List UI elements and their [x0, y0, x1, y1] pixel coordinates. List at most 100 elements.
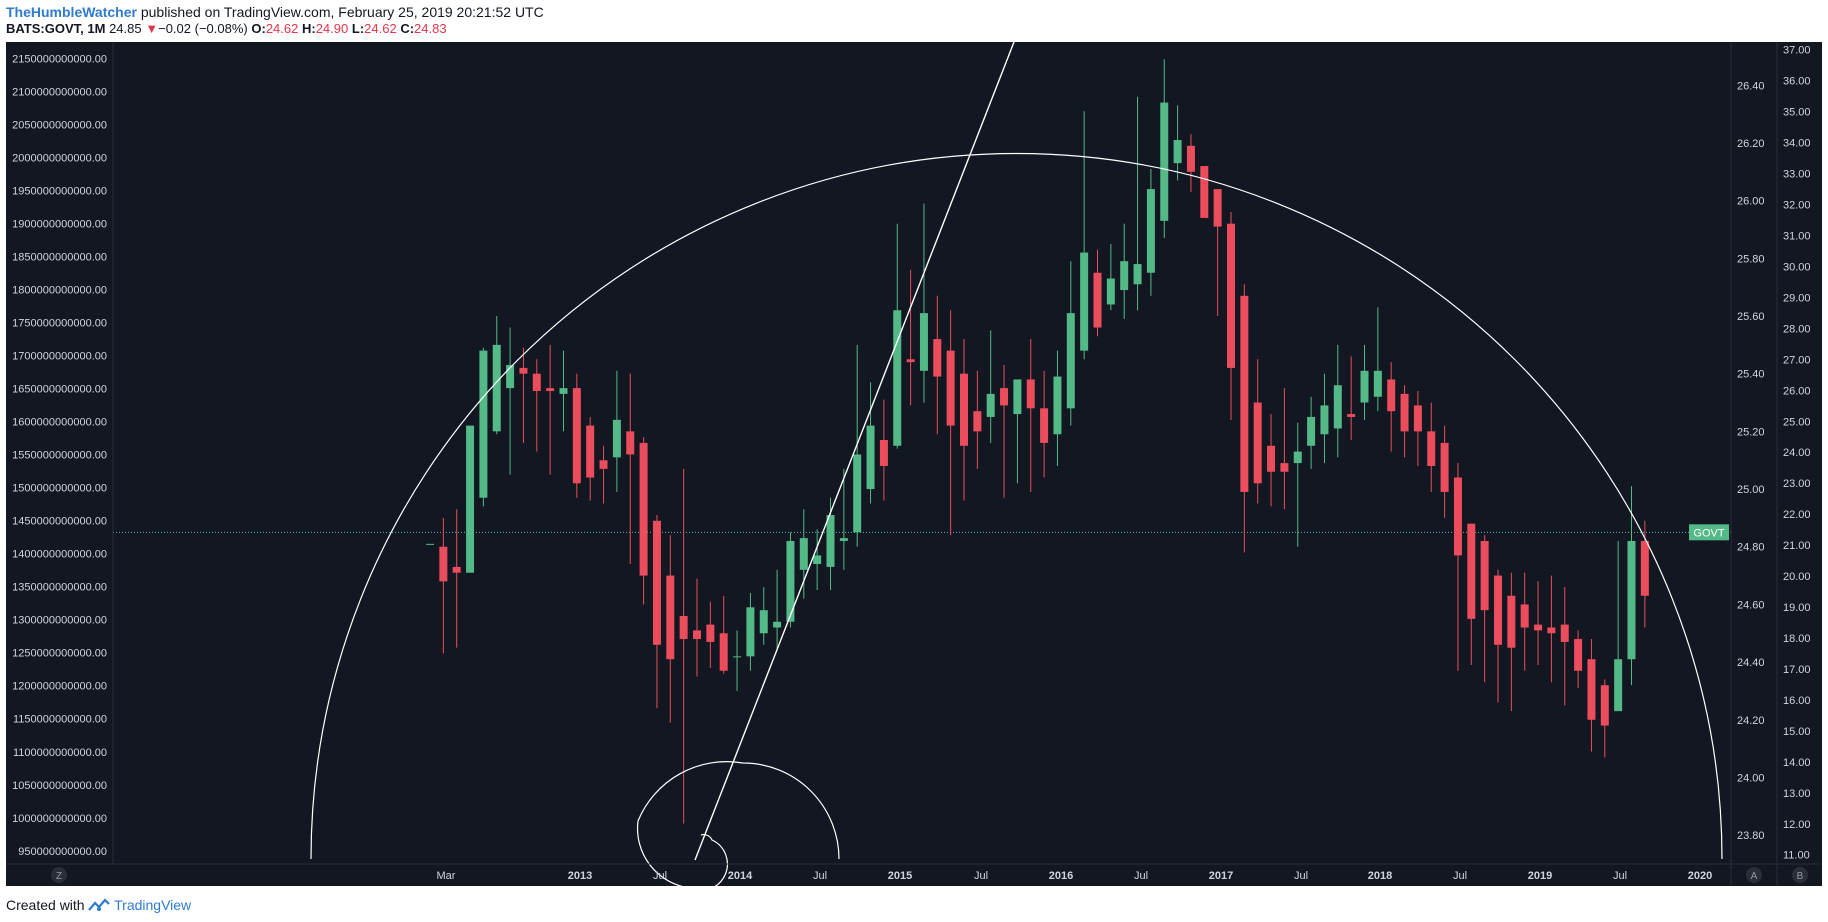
candle: [1173, 105, 1182, 181]
candle: [839, 468, 848, 570]
secondary-axis-tick-label: 13.00: [1783, 788, 1811, 800]
time-axis-tick-label: Mar: [437, 870, 456, 882]
time-axis-tick-label: Jul: [974, 870, 988, 882]
secondary-axis-tick-label: 20.00: [1783, 571, 1811, 583]
z-button[interactable]: [51, 867, 67, 883]
candle-body: [1547, 627, 1556, 634]
candle: [519, 347, 528, 443]
plot-pane[interactable]: [113, 59, 1731, 824]
chart-container[interactable]: 2150000000000.00 2100000000000.00 20500000…: [6, 41, 1822, 891]
candle-body: [706, 624, 715, 642]
candle-body: [986, 393, 995, 417]
candle-body: [1373, 370, 1382, 397]
candle: [986, 330, 995, 443]
candle-body: [1534, 624, 1543, 631]
a-button[interactable]: [1746, 867, 1762, 883]
down-arrow-icon: ▼: [145, 21, 159, 36]
candle-body: [452, 566, 461, 573]
candle-body: [1520, 604, 1529, 628]
candle-body: [1560, 624, 1569, 642]
price-axis-tick-label: 25.00: [1737, 484, 1765, 496]
candle-body: [559, 388, 568, 394]
candle-body: [1347, 414, 1356, 417]
candle-body: [1000, 388, 1009, 406]
left-axis-tick-label: 2000000000000.00: [12, 153, 107, 165]
axis-buttons: Z A B: [51, 867, 1808, 883]
candle-body: [1173, 140, 1182, 164]
left-axis-tick-label: 2150000000000.00: [12, 54, 107, 66]
candle-body: [1267, 445, 1276, 472]
candle-body: [813, 555, 822, 565]
fibonacci-drawings[interactable]: [310, 41, 1723, 891]
candle: [746, 592, 755, 671]
candle-body: [906, 359, 915, 363]
candle-body: [1253, 402, 1262, 484]
left-axis[interactable]: 2150000000000.00 2100000000000.00 20500000…: [12, 54, 107, 858]
time-axis-tick-label: 2016: [1049, 870, 1073, 882]
candle-body: [1360, 370, 1369, 403]
candle: [1600, 679, 1609, 758]
left-axis-tick-label: 1700000000000.00: [12, 351, 107, 363]
secondary-axis-tick-label: 21.00: [1783, 540, 1811, 552]
tradingview-link[interactable]: TradingView: [114, 897, 192, 913]
publish-line: TheHumbleWatcher published on TradingVie…: [6, 4, 544, 20]
price-axis-tick-label: 26.00: [1737, 196, 1765, 208]
candle: [1013, 379, 1022, 484]
candle: [506, 327, 515, 475]
price-axis-tick-label: 26.20: [1737, 138, 1765, 150]
price-axis-tick-label: 26.40: [1737, 80, 1765, 92]
time-axis-tick-label: Jul: [653, 870, 667, 882]
candle: [639, 437, 648, 605]
candle: [532, 359, 541, 452]
published-text: published on TradingView.com, February 2…: [140, 4, 544, 20]
left-axis-tick-label: 1500000000000.00: [12, 483, 107, 495]
candle-body: [866, 425, 875, 490]
candle: [612, 370, 621, 492]
last-price-tag: GOVT: [1689, 524, 1729, 541]
candle-body: [1320, 405, 1329, 435]
candle-body: [1333, 385, 1342, 429]
candle: [1186, 134, 1195, 192]
candle: [559, 350, 568, 432]
secondary-axis-tick-label: 18.00: [1783, 633, 1811, 645]
candle: [919, 203, 928, 403]
fib-arc-large[interactable]: [310, 152, 1723, 860]
fib-trend-line[interactable]: [694, 41, 1015, 861]
candle: [1547, 575, 1556, 683]
secondary-axis-tick-label: 35.00: [1783, 107, 1811, 119]
candle-body: [1227, 223, 1235, 368]
ohlc-legend: BATS:GOVT, 1M 24.85 ▼−0.02 (−0.08%) O:24…: [6, 21, 447, 36]
secondary-axis-tick-label: 37.00: [1783, 45, 1811, 57]
candle: [1480, 535, 1489, 683]
candle: [1467, 523, 1476, 665]
candle-body: [1106, 278, 1115, 305]
price-axis[interactable]: 26.40 26.20 26.00 25.80 25.60 25.40 25.20 25.00…: [1689, 80, 1765, 842]
candle: [1267, 414, 1276, 507]
fib-spiral[interactable]: [636, 761, 840, 891]
price-axis-tick-label: 24.60: [1737, 599, 1765, 611]
left-axis-tick-label: 1600000000000.00: [12, 417, 107, 429]
left-axis-tick-label: 1800000000000.00: [12, 285, 107, 297]
candle-body: [546, 388, 555, 391]
candle-body: [1026, 379, 1035, 409]
candle-body: [439, 546, 448, 582]
candle-body: [1146, 189, 1155, 273]
b-button[interactable]: [1792, 867, 1808, 883]
candle-body: [799, 538, 808, 570]
left-axis-tick-label: 1900000000000.00: [12, 219, 107, 231]
author-link[interactable]: TheHumbleWatcher: [6, 4, 137, 20]
open-label: O:: [251, 21, 266, 36]
candle-body: [572, 388, 581, 484]
candle-body: [612, 419, 621, 458]
candle-body: [893, 310, 902, 446]
tradingview-logo-icon[interactable]: [88, 897, 114, 913]
secondary-axis[interactable]: 37.00 36.00 35.00 34.00 33.00 32.00 31.00 30.00…: [1783, 45, 1811, 862]
candle: [492, 316, 501, 435]
candlestick-chart[interactable]: 2150000000000.00 2100000000000.00 20500000…: [6, 41, 1822, 891]
secondary-axis-tick-label: 28.00: [1783, 323, 1811, 335]
candle: [960, 339, 968, 501]
price-axis-tick-label: 24.40: [1737, 657, 1765, 669]
candle-body: [786, 540, 795, 622]
candle-body: [1053, 376, 1062, 435]
time-axis[interactable]: Mar 2013 Jul 2014 Jul 2015 Jul 2016 Jul 2017 Jul 20…: [437, 870, 1713, 882]
